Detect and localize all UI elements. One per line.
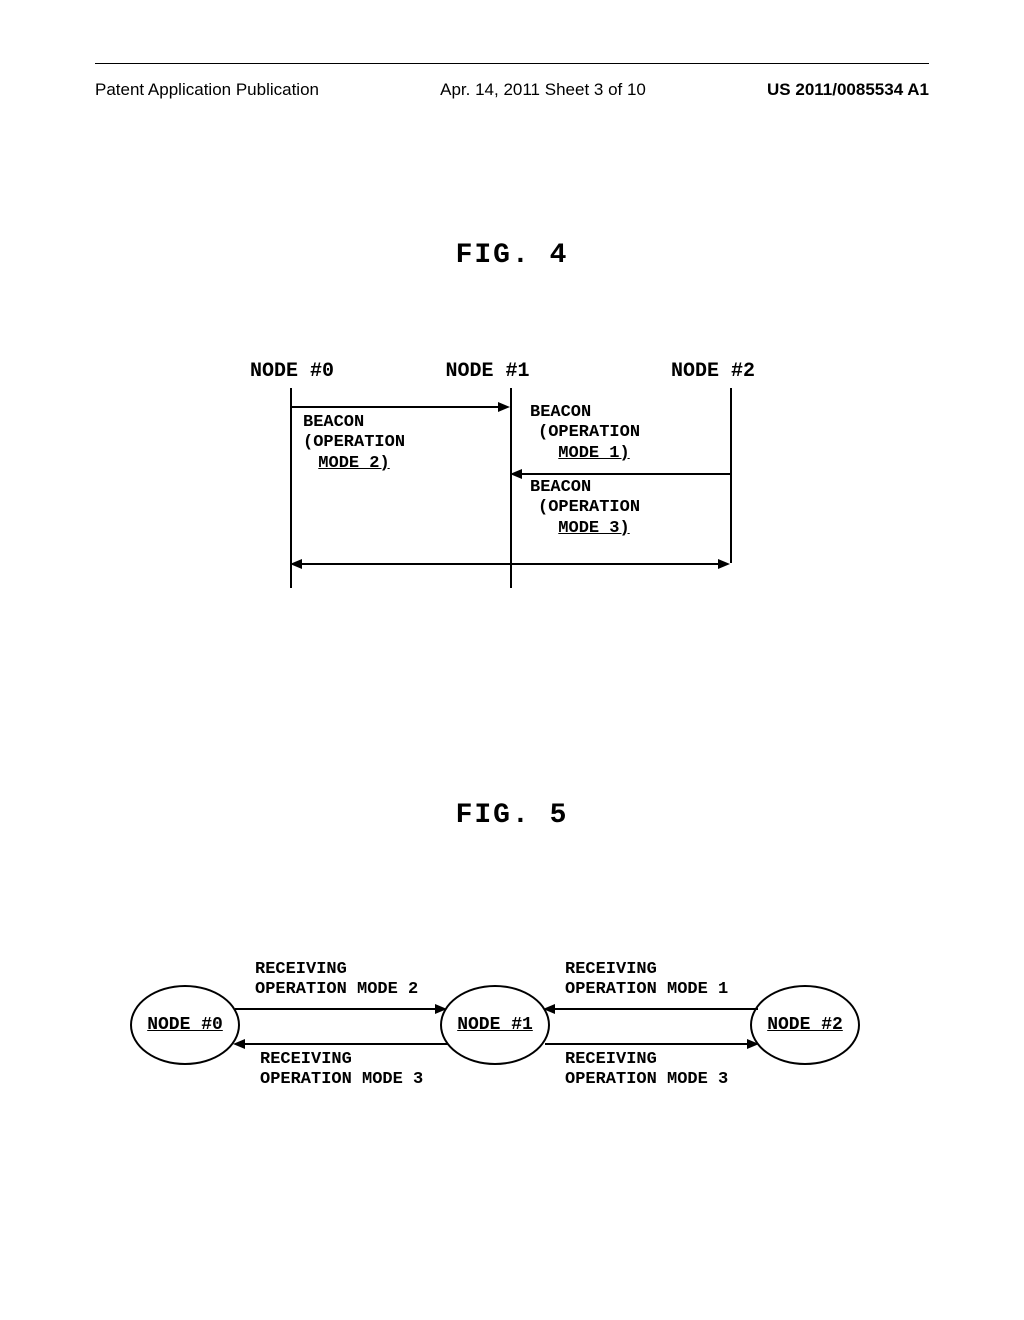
fig4-arrow4 [510, 563, 720, 565]
fig5-node1-text: NODE #1 [457, 1015, 533, 1035]
fig4-beacon2-l2: (OPERATION [530, 423, 640, 443]
fig4-arrow2 [520, 473, 730, 475]
fig5-mode2-l2: OPERATION MODE 1 [565, 980, 728, 1000]
fig4-beacon1: BEACON (OPERATION MODE 2) [303, 413, 405, 474]
fig5-arrow-bot-left [243, 1043, 448, 1045]
fig4-node-labels: NODE #0 NODE #1 NODE #2 [240, 360, 760, 383]
fig5-mode2-l1: RECEIVING [565, 960, 728, 980]
fig4-beacon2-l3: MODE 1) [530, 444, 640, 464]
fig4-arrow1 [292, 406, 500, 408]
fig5-diagram: NODE #0 NODE #1 NODE #2 RECEIVING OPERAT… [130, 930, 890, 1110]
fig5-node1: NODE #1 [440, 985, 550, 1065]
fig5-mode1: RECEIVING OPERATION MODE 2 [255, 960, 418, 1001]
fig4-diagram: NODE #0 NODE #1 NODE #2 BEACON (OPERATIO… [240, 360, 760, 588]
fig4-title: FIG. 4 [0, 240, 1024, 271]
page-header: Patent Application Publication Apr. 14, … [95, 80, 929, 100]
fig4-beacon3: BEACON (OPERATION MODE 3) [530, 478, 640, 539]
fig5-mode1-l2: OPERATION MODE 2 [255, 980, 418, 1000]
fig4-arrow3-head [290, 559, 302, 569]
fig5-node0: NODE #0 [130, 985, 240, 1065]
header-right: US 2011/0085534 A1 [767, 80, 929, 100]
header-rule [95, 63, 929, 64]
fig4-beacon1-l2: (OPERATION [303, 433, 405, 453]
fig5-arrow-bot-right [545, 1043, 753, 1045]
fig5-arrow-top-left [235, 1008, 441, 1010]
fig5-node2-text: NODE #2 [767, 1015, 843, 1035]
fig4-arrow1-head [498, 402, 510, 412]
fig4-sequence: BEACON (OPERATION MODE 2) BEACON (OPERAT… [240, 388, 760, 588]
fig5-mode1-l1: RECEIVING [255, 960, 418, 980]
fig4-lifeline-2 [730, 388, 732, 563]
fig4-beacon3-l2: (OPERATION [530, 498, 640, 518]
fig4-lifeline-0 [290, 388, 292, 588]
fig5-mode4-l1: RECEIVING [565, 1050, 728, 1070]
fig4-arrow4-head [718, 559, 730, 569]
fig4-beacon2-l1: BEACON [530, 403, 640, 423]
header-center: Apr. 14, 2011 Sheet 3 of 10 [440, 80, 646, 100]
fig4-node2-label: NODE #2 [671, 360, 755, 383]
fig4-beacon3-l3: MODE 3) [530, 519, 640, 539]
fig5-mode3: RECEIVING OPERATION MODE 3 [260, 1050, 423, 1091]
fig5-arrow-bot-right-head [747, 1039, 759, 1049]
fig4-beacon3-l1: BEACON [530, 478, 640, 498]
fig4-arrow3 [300, 563, 510, 565]
fig4-beacon1-l3: MODE 2) [303, 454, 405, 474]
fig4-node0-label: NODE #0 [250, 360, 334, 383]
fig5-arrow-top-left-head [435, 1004, 447, 1014]
fig5-mode4-l2: OPERATION MODE 3 [565, 1070, 728, 1090]
fig4-arrow2-head [510, 469, 522, 479]
fig5-node2: NODE #2 [750, 985, 860, 1065]
fig4-node1-label: NODE #1 [445, 360, 529, 383]
fig5-mode2: RECEIVING OPERATION MODE 1 [565, 960, 728, 1001]
fig5-title: FIG. 5 [0, 800, 1024, 831]
fig4-beacon2: BEACON (OPERATION MODE 1) [530, 403, 640, 464]
fig5-mode3-l1: RECEIVING [260, 1050, 423, 1070]
fig5-mode4: RECEIVING OPERATION MODE 3 [565, 1050, 728, 1091]
fig5-arrow-top-right [553, 1008, 758, 1010]
fig4-beacon1-l1: BEACON [303, 413, 405, 433]
fig4-lifeline-1 [510, 388, 512, 588]
fig5-arrow-top-right-head [543, 1004, 555, 1014]
header-left: Patent Application Publication [95, 80, 319, 100]
fig5-arrow-bot-left-head [233, 1039, 245, 1049]
fig5-node0-text: NODE #0 [147, 1015, 223, 1035]
fig5-mode3-l2: OPERATION MODE 3 [260, 1070, 423, 1090]
